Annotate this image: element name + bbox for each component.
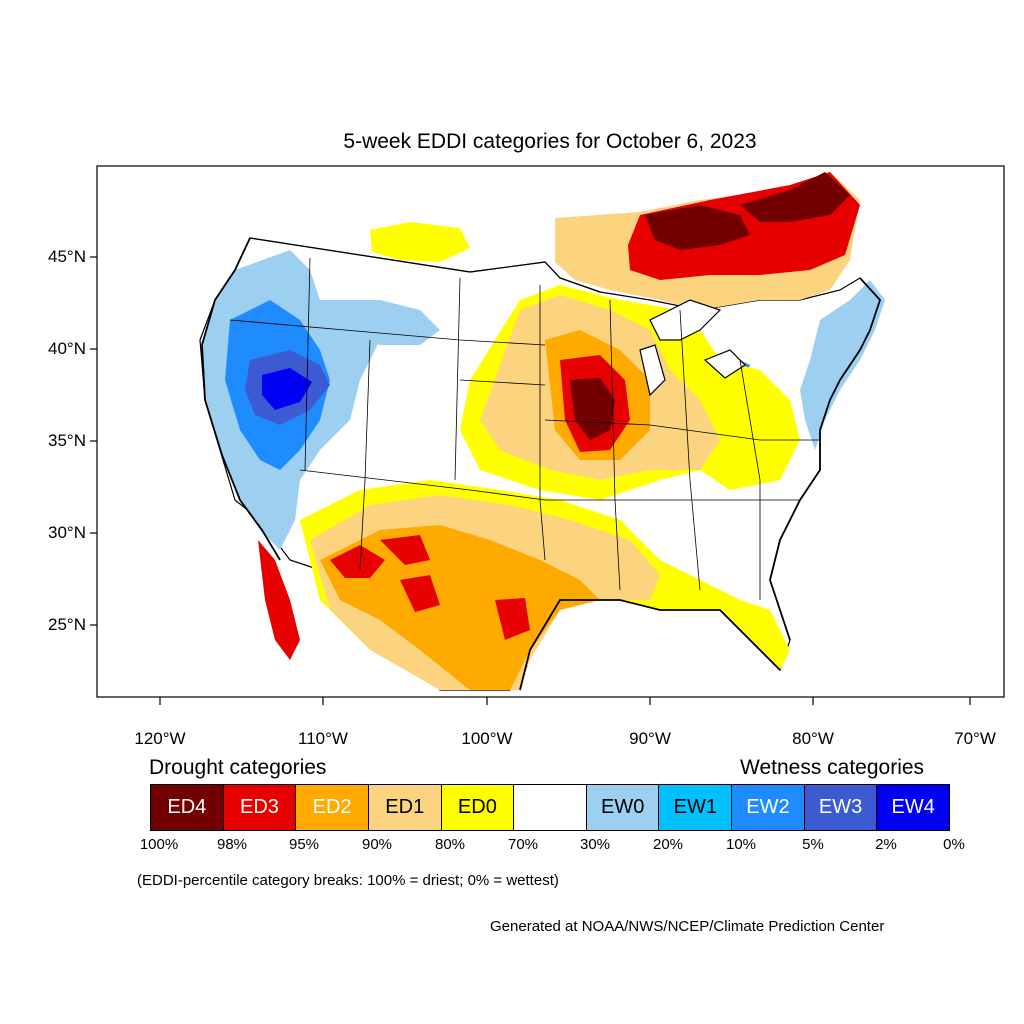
east-coast [769, 277, 882, 641]
lat-label-35: 35°N [48, 431, 86, 450]
legend-tick-label: 20% [652, 836, 684, 853]
credit-line: Generated at NOAA/NWS/NCEP/Climate Predi… [490, 918, 885, 935]
lon-label-120: 120°W [134, 729, 186, 748]
lon-label-90: 90°W [629, 729, 671, 748]
state-boundaries [229, 257, 820, 600]
legend-tick-label: 10% [725, 836, 757, 853]
legend-tick-label: 30% [579, 836, 611, 853]
west-coast [201, 237, 281, 561]
legend-cell-ed0: ED0 [441, 785, 515, 830]
wet-area-west-ew4 [262, 368, 312, 410]
footnote: (EDDI-percentile category breaks: 100% =… [137, 872, 559, 889]
wet-area-northeast [800, 280, 885, 450]
lon-label-110: 110°W [298, 729, 348, 748]
us-canada-border [249, 237, 601, 293]
lat-label-45: 45°N [48, 247, 86, 266]
legend-tick-label: 90% [361, 836, 393, 853]
lat-label-25: 25°N [48, 615, 86, 634]
drought-canada-ed4 [645, 205, 750, 250]
lon-label-70: 70°W [954, 729, 996, 748]
legend-tick-label: 5% [802, 836, 824, 853]
legend-tick-label: 100% [139, 836, 179, 853]
map-title: 5-week EDDI categories for October 6, 20… [343, 130, 757, 153]
drought-florida-ed0 [740, 600, 790, 670]
lon-ticks [159, 697, 971, 705]
legend-wetness-title: Wetness categories [740, 756, 925, 779]
legend-cell-ed2: ED2 [296, 785, 369, 830]
lon-label-100: 100°W [461, 729, 513, 748]
legend-cell-ew2: EW2 [732, 785, 805, 830]
legend-cell-ew1: EW1 [659, 785, 733, 830]
drought-canada-ed4-east [740, 172, 850, 222]
drought-south-ed3-b [380, 535, 430, 565]
lat-label-30: 30°N [48, 523, 86, 542]
legend-tick-label: 0% [943, 836, 965, 853]
drought-south-ed3-d [495, 598, 530, 640]
lat-label-40: 40°N [48, 339, 86, 358]
legend-tick-label: 95% [288, 836, 320, 853]
legend-tick-label: 98% [216, 836, 248, 853]
legend-drought-title: Drought categories [149, 756, 327, 779]
drought-south-ed3-a [330, 545, 385, 578]
legend-cell-ed1: ED1 [368, 785, 442, 830]
legend-cell-neutral [514, 785, 587, 830]
legend-cell-ed3: ED3 [223, 785, 297, 830]
legend-cell-ed4: ED4 [151, 785, 224, 830]
legend-tick-label: 80% [434, 836, 466, 853]
legend-cell-ew4: EW4 [877, 785, 950, 830]
legend-cell-ew0: EW0 [586, 785, 660, 830]
drought-midwest-ed4 [570, 378, 615, 440]
legend-tick-label: 2% [875, 836, 897, 853]
great-lakes [639, 299, 746, 397]
legend-cell-ew3: EW3 [804, 785, 878, 830]
lat-ticks [90, 256, 97, 626]
drought-north-ed0 [370, 222, 470, 262]
wet-area-northern-plains [320, 300, 440, 345]
drought-south-ed3-c [400, 575, 440, 612]
legend-tick-label: 70% [507, 836, 539, 853]
gulf-coast [519, 599, 781, 691]
drought-baja-ed3 [258, 540, 300, 660]
legend-colorbar: ED4 ED3 ED2 ED1 ED0 EW0 EW1 EW2 EW3 EW4 [150, 784, 950, 831]
lon-label-80: 80°W [792, 729, 834, 748]
map-frame [96, 165, 1005, 698]
